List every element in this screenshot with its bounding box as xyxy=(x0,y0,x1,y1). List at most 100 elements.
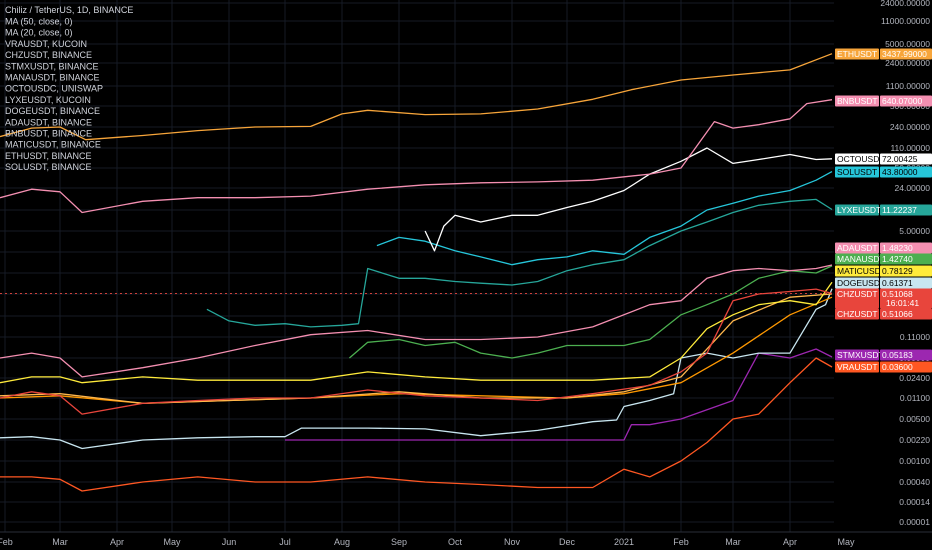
x-tick-label: May xyxy=(837,537,855,547)
series-tag-name: DOGEUSDT xyxy=(837,278,885,288)
y-tick-label: 110.00000 xyxy=(890,143,930,153)
y-tick-label: 0.00040 xyxy=(899,477,930,487)
series-line-maticusdt[interactable] xyxy=(0,281,833,384)
x-tick-label: Jun xyxy=(222,537,237,547)
series-tag-value: 640.07000 xyxy=(882,96,922,106)
series-tag-value: 0.03600 xyxy=(882,362,913,372)
y-tick-label: 1100.00000 xyxy=(886,81,931,91)
y-tick-label: 11000.00000 xyxy=(881,16,930,26)
series-tag-name: VRAUSDT xyxy=(837,362,878,372)
series-tag: SOLUSDT 43.80000 xyxy=(835,166,932,178)
chart-title: Chiliz / TetherUS, 1D, BINANCE xyxy=(5,5,133,15)
series-line-ma-20-close-0[interactable] xyxy=(0,293,833,404)
y-tick-label: 240.00000 xyxy=(890,122,930,132)
y-tick-label: 0.00001 xyxy=(899,517,930,527)
series-tag-name: MATICUSDT xyxy=(837,266,886,276)
series-tag-name: STMXUSDT xyxy=(837,350,884,360)
series-tag-value: 0.78129 xyxy=(882,266,913,276)
x-tick-label: Feb xyxy=(0,537,13,547)
series-tag-value: 43.80000 xyxy=(882,167,918,177)
y-tick-label: 0.00100 xyxy=(899,456,930,466)
series-tag-name: ADAUSDT xyxy=(837,243,878,253)
countdown-timer: 16:01:41 xyxy=(886,298,919,308)
series-tag-name: BNBUSDT xyxy=(837,96,878,106)
y-tick-label: 0.11000 xyxy=(900,332,930,342)
series-line-ethusdt[interactable] xyxy=(0,53,833,141)
x-tick-label: Aug xyxy=(334,537,350,547)
series-tag-name: CHZUSDT xyxy=(837,309,878,319)
series-tag-name: LYXEUSDT xyxy=(837,205,881,215)
legend-entry[interactable]: MANAUSDT, BINANCE xyxy=(5,73,100,83)
series-tag: LYXEUSDT 11.22237 xyxy=(835,204,932,216)
x-tick-label: Feb xyxy=(673,537,689,547)
y-tick-label: 24.00000 xyxy=(895,183,931,193)
x-tick-label: Apr xyxy=(783,537,797,547)
x-tick-label: 2021 xyxy=(614,537,634,547)
y-tick-label: 24000.00000 xyxy=(880,0,930,8)
series-tag-name: MANAUSDT xyxy=(837,254,885,264)
y-tick-label: 5.00000 xyxy=(899,226,930,236)
series-tag-value: 0.61371 xyxy=(882,278,913,288)
series-tag-value: 3437.99000 xyxy=(882,49,927,59)
series-tag: VRAUSDT 0.03600 xyxy=(835,361,932,373)
legend-entry[interactable]: SOLUSDT, BINANCE xyxy=(5,162,92,172)
series-line-adausdt[interactable] xyxy=(0,264,833,378)
legend-entry[interactable]: BNBUSDT, BINANCE xyxy=(5,129,92,139)
x-tick-label: Apr xyxy=(110,537,124,547)
x-tick-label: Jul xyxy=(279,537,291,547)
series-tag: ADAUSDT 1.48230 xyxy=(835,242,932,254)
legend-entry[interactable]: MATICUSDT, BINANCE xyxy=(5,140,101,150)
series-tag: ETHUSDT 3437.99000 xyxy=(835,48,932,60)
legend-entry[interactable]: VRAUSDT, KUCOIN xyxy=(5,39,87,49)
x-tick-label: Oct xyxy=(448,537,463,547)
legend-entry[interactable]: LYXEUSDT, KUCOIN xyxy=(5,95,91,105)
series-line-ma-50-close-0[interactable] xyxy=(0,296,833,404)
series-line-dogeusdt[interactable] xyxy=(0,288,833,450)
series-tag-name: SOLUSDT xyxy=(837,167,877,177)
series-tag-value: 0.05183 xyxy=(882,350,913,360)
legend-entry[interactable]: STMXUSDT, BINANCE xyxy=(5,61,99,71)
series-tag-value: 11.22237 xyxy=(882,205,917,215)
series-tag-value: 72.00425 xyxy=(882,154,918,164)
grid xyxy=(0,0,847,532)
series-tag-name: CHZUSDT xyxy=(837,289,878,299)
legend-entry[interactable]: ETHUSDT, BINANCE xyxy=(5,151,92,161)
series-tag-name: ETHUSDT xyxy=(837,49,877,59)
series-line-bnbusdt[interactable] xyxy=(0,99,833,214)
series-tag-value: 1.42740 xyxy=(882,254,913,264)
series-tag: BNBUSDT 640.07000 xyxy=(835,95,932,107)
series-tag-value: 0.51068 xyxy=(882,289,913,299)
y-tick-label: 0.01100 xyxy=(900,393,930,403)
y-tick-label: 0.00220 xyxy=(899,435,930,445)
series-tags: ETHUSDT 3437.99000 BNBUSDT 640.07000 OCTOUSD… xyxy=(835,48,932,373)
series-line-chzusdt[interactable] xyxy=(0,288,833,415)
legend-entry[interactable]: ADAUSDT, BINANCE xyxy=(5,117,92,127)
y-tick-label: 5000.00000 xyxy=(885,39,930,49)
series-tag: CHZUSDT 0.51066 xyxy=(835,308,932,320)
legend-entry[interactable]: MA (20, close, 0) xyxy=(5,28,73,38)
series-line-octousdc[interactable] xyxy=(424,147,833,252)
series-tag-value: 1.48230 xyxy=(882,243,913,253)
series-group xyxy=(0,53,833,492)
series-tag-name: OCTOUSDC xyxy=(837,154,886,164)
x-tick-label: Dec xyxy=(559,537,576,547)
series-line-stmxusdt[interactable] xyxy=(285,348,833,441)
x-tick-label: Mar xyxy=(52,537,68,547)
series-line-solusdt[interactable] xyxy=(376,171,833,266)
legend-entry[interactable]: OCTOUSDC, UNISWAP xyxy=(5,84,103,94)
series-line-manausdt[interactable] xyxy=(348,265,833,359)
x-tick-label: Mar xyxy=(725,537,741,547)
y-tick-label: 0.02400 xyxy=(899,373,930,383)
series-line-lyxeusdt[interactable] xyxy=(206,198,833,328)
legend-entry[interactable]: CHZUSDT, BINANCE xyxy=(5,50,92,60)
y-tick-label: 0.00500 xyxy=(899,414,930,424)
x-tick-label: Nov xyxy=(504,537,521,547)
legend-entry[interactable]: DOGEUSDT, BINANCE xyxy=(5,106,100,116)
series-line-vrausdt[interactable] xyxy=(0,357,833,492)
legend-entry[interactable]: MA (50, close, 0) xyxy=(5,17,73,27)
